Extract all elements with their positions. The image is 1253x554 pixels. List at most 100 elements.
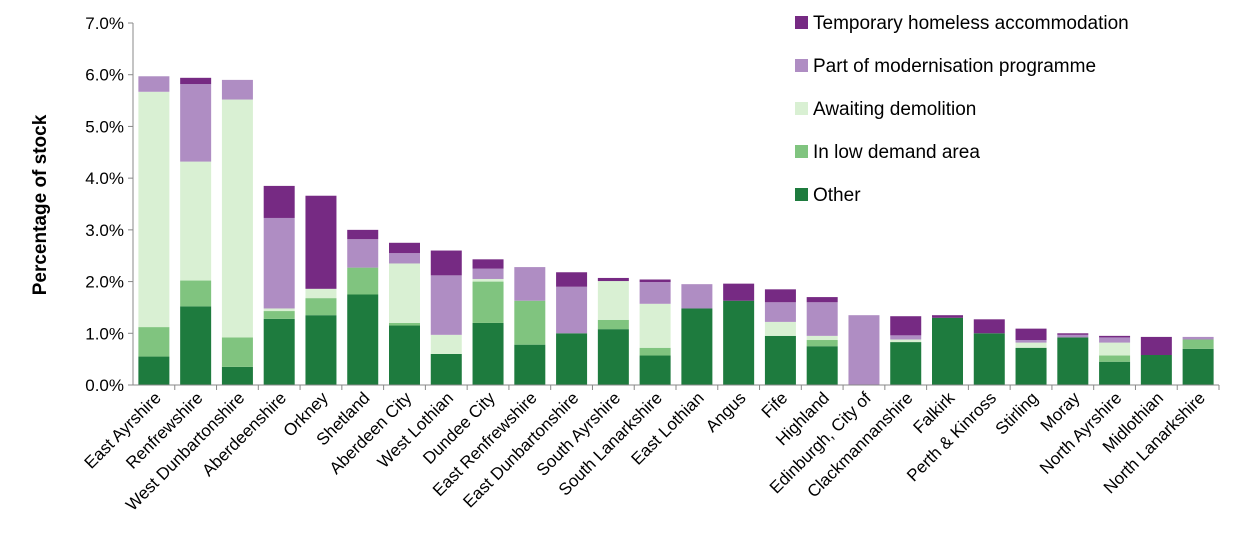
legend-swatch: [795, 16, 808, 29]
legend: Temporary homeless accommodation Part of …: [795, 13, 1129, 206]
bar-segment: [597, 277, 629, 282]
legend-swatch: [795, 145, 808, 158]
bar-segment: [389, 253, 420, 264]
bar-segment: [263, 185, 295, 218]
bar-segment: [180, 84, 212, 162]
bar-segment: [180, 306, 212, 385]
y-tick-label: 0.0%: [85, 376, 124, 395]
bar-segment: [263, 311, 295, 319]
bar-segment: [347, 239, 379, 268]
legend-label: In low demand area: [813, 142, 980, 163]
bar-segment: [472, 281, 504, 323]
bar-segment: [430, 353, 462, 385]
legend-swatch: [795, 188, 808, 201]
bar-segment: [1099, 337, 1131, 343]
bar-segment: [932, 315, 963, 318]
bar-segment: [1182, 348, 1214, 385]
bar-segment: [1057, 337, 1089, 385]
bar-segment: [681, 284, 713, 309]
bar-segment: [305, 195, 337, 289]
bar-segment: [764, 335, 796, 385]
bar-segment: [764, 289, 796, 303]
bar-segment: [263, 217, 295, 309]
bar-segment: [305, 315, 337, 385]
bar-segment: [138, 327, 170, 357]
bar-segment: [514, 300, 546, 345]
y-tick-label: 3.0%: [85, 221, 124, 240]
bar-segment: [1015, 347, 1047, 385]
legend-label: Other: [813, 185, 861, 206]
bar-segment: [347, 267, 379, 295]
legend-swatch: [795, 102, 808, 115]
bar-segment: [597, 329, 629, 385]
bar-segment: [347, 229, 379, 240]
y-tick-label: 1.0%: [85, 324, 124, 343]
bar-segment: [263, 308, 295, 312]
bar-segment: [806, 335, 838, 341]
bar-segment: [1099, 342, 1131, 356]
bar-segment: [639, 279, 671, 283]
legend-swatch: [795, 59, 808, 72]
bar-segment: [221, 366, 253, 385]
bar-segment: [472, 268, 504, 279]
bar-segment: [1099, 355, 1131, 362]
bar-segment: [848, 315, 880, 385]
bar-segment: [597, 319, 629, 330]
bar-segment: [932, 317, 963, 385]
bar-segment: [1015, 328, 1047, 341]
bar-segment: [1015, 340, 1047, 343]
bar-segment: [305, 298, 337, 316]
bar-segment: [723, 283, 755, 301]
bar-segment: [138, 76, 170, 92]
bar-segment: [430, 275, 462, 335]
bar-segment: [639, 282, 671, 304]
bar-segment: [472, 259, 504, 269]
y-axis-ticks: 0.0% 1.0% 2.0% 3.0% 4.0% 5.0% 6.0% 7.0%: [85, 14, 133, 395]
bar-segment: [305, 288, 337, 299]
bar-segment: [1057, 334, 1089, 338]
bar-segment: [639, 347, 671, 356]
bar-segment: [556, 286, 588, 334]
bar-segment: [430, 334, 462, 354]
bar-segment: [180, 280, 212, 307]
bar-segment: [514, 344, 546, 385]
y-tick-label: 7.0%: [85, 14, 124, 33]
x-category-label: Stirling: [992, 388, 1042, 438]
bar-segment: [1140, 336, 1172, 356]
bar-segment: [389, 263, 420, 323]
bar-segment: [1099, 361, 1131, 385]
bar-segment: [347, 294, 379, 385]
bar-segment: [806, 346, 838, 385]
x-category-label: Fife: [758, 388, 791, 421]
bar-segment: [764, 321, 796, 336]
bar-segment: [263, 318, 295, 385]
bar-segment: [1182, 339, 1214, 349]
bar-segment: [973, 319, 1005, 334]
x-category-label: Angus: [702, 388, 750, 436]
bar-segment: [1015, 342, 1047, 348]
y-tick-label: 2.0%: [85, 273, 124, 292]
bar-segment: [723, 300, 755, 385]
bar-segment: [389, 242, 420, 254]
bar-segment: [681, 308, 713, 385]
bar-segment: [138, 356, 170, 385]
bar-segment: [556, 272, 588, 287]
bar-segment: [597, 281, 629, 320]
bar-segment: [890, 339, 922, 343]
bar-segment: [639, 355, 671, 385]
y-tick-label: 6.0%: [85, 66, 124, 85]
bar-segment: [514, 267, 546, 301]
bar-segment: [556, 333, 588, 385]
legend-label: Awaiting demolition: [813, 99, 976, 120]
y-axis-title: Percentage of stock: [30, 114, 51, 295]
bar-segment: [973, 333, 1005, 385]
bar-segment: [180, 161, 212, 281]
bar-segment: [430, 250, 462, 276]
y-tick-label: 4.0%: [85, 169, 124, 188]
bar-segment: [1140, 355, 1172, 385]
bar-segment: [1099, 335, 1131, 338]
bar-segment: [472, 278, 504, 282]
bar-segment: [221, 337, 253, 367]
